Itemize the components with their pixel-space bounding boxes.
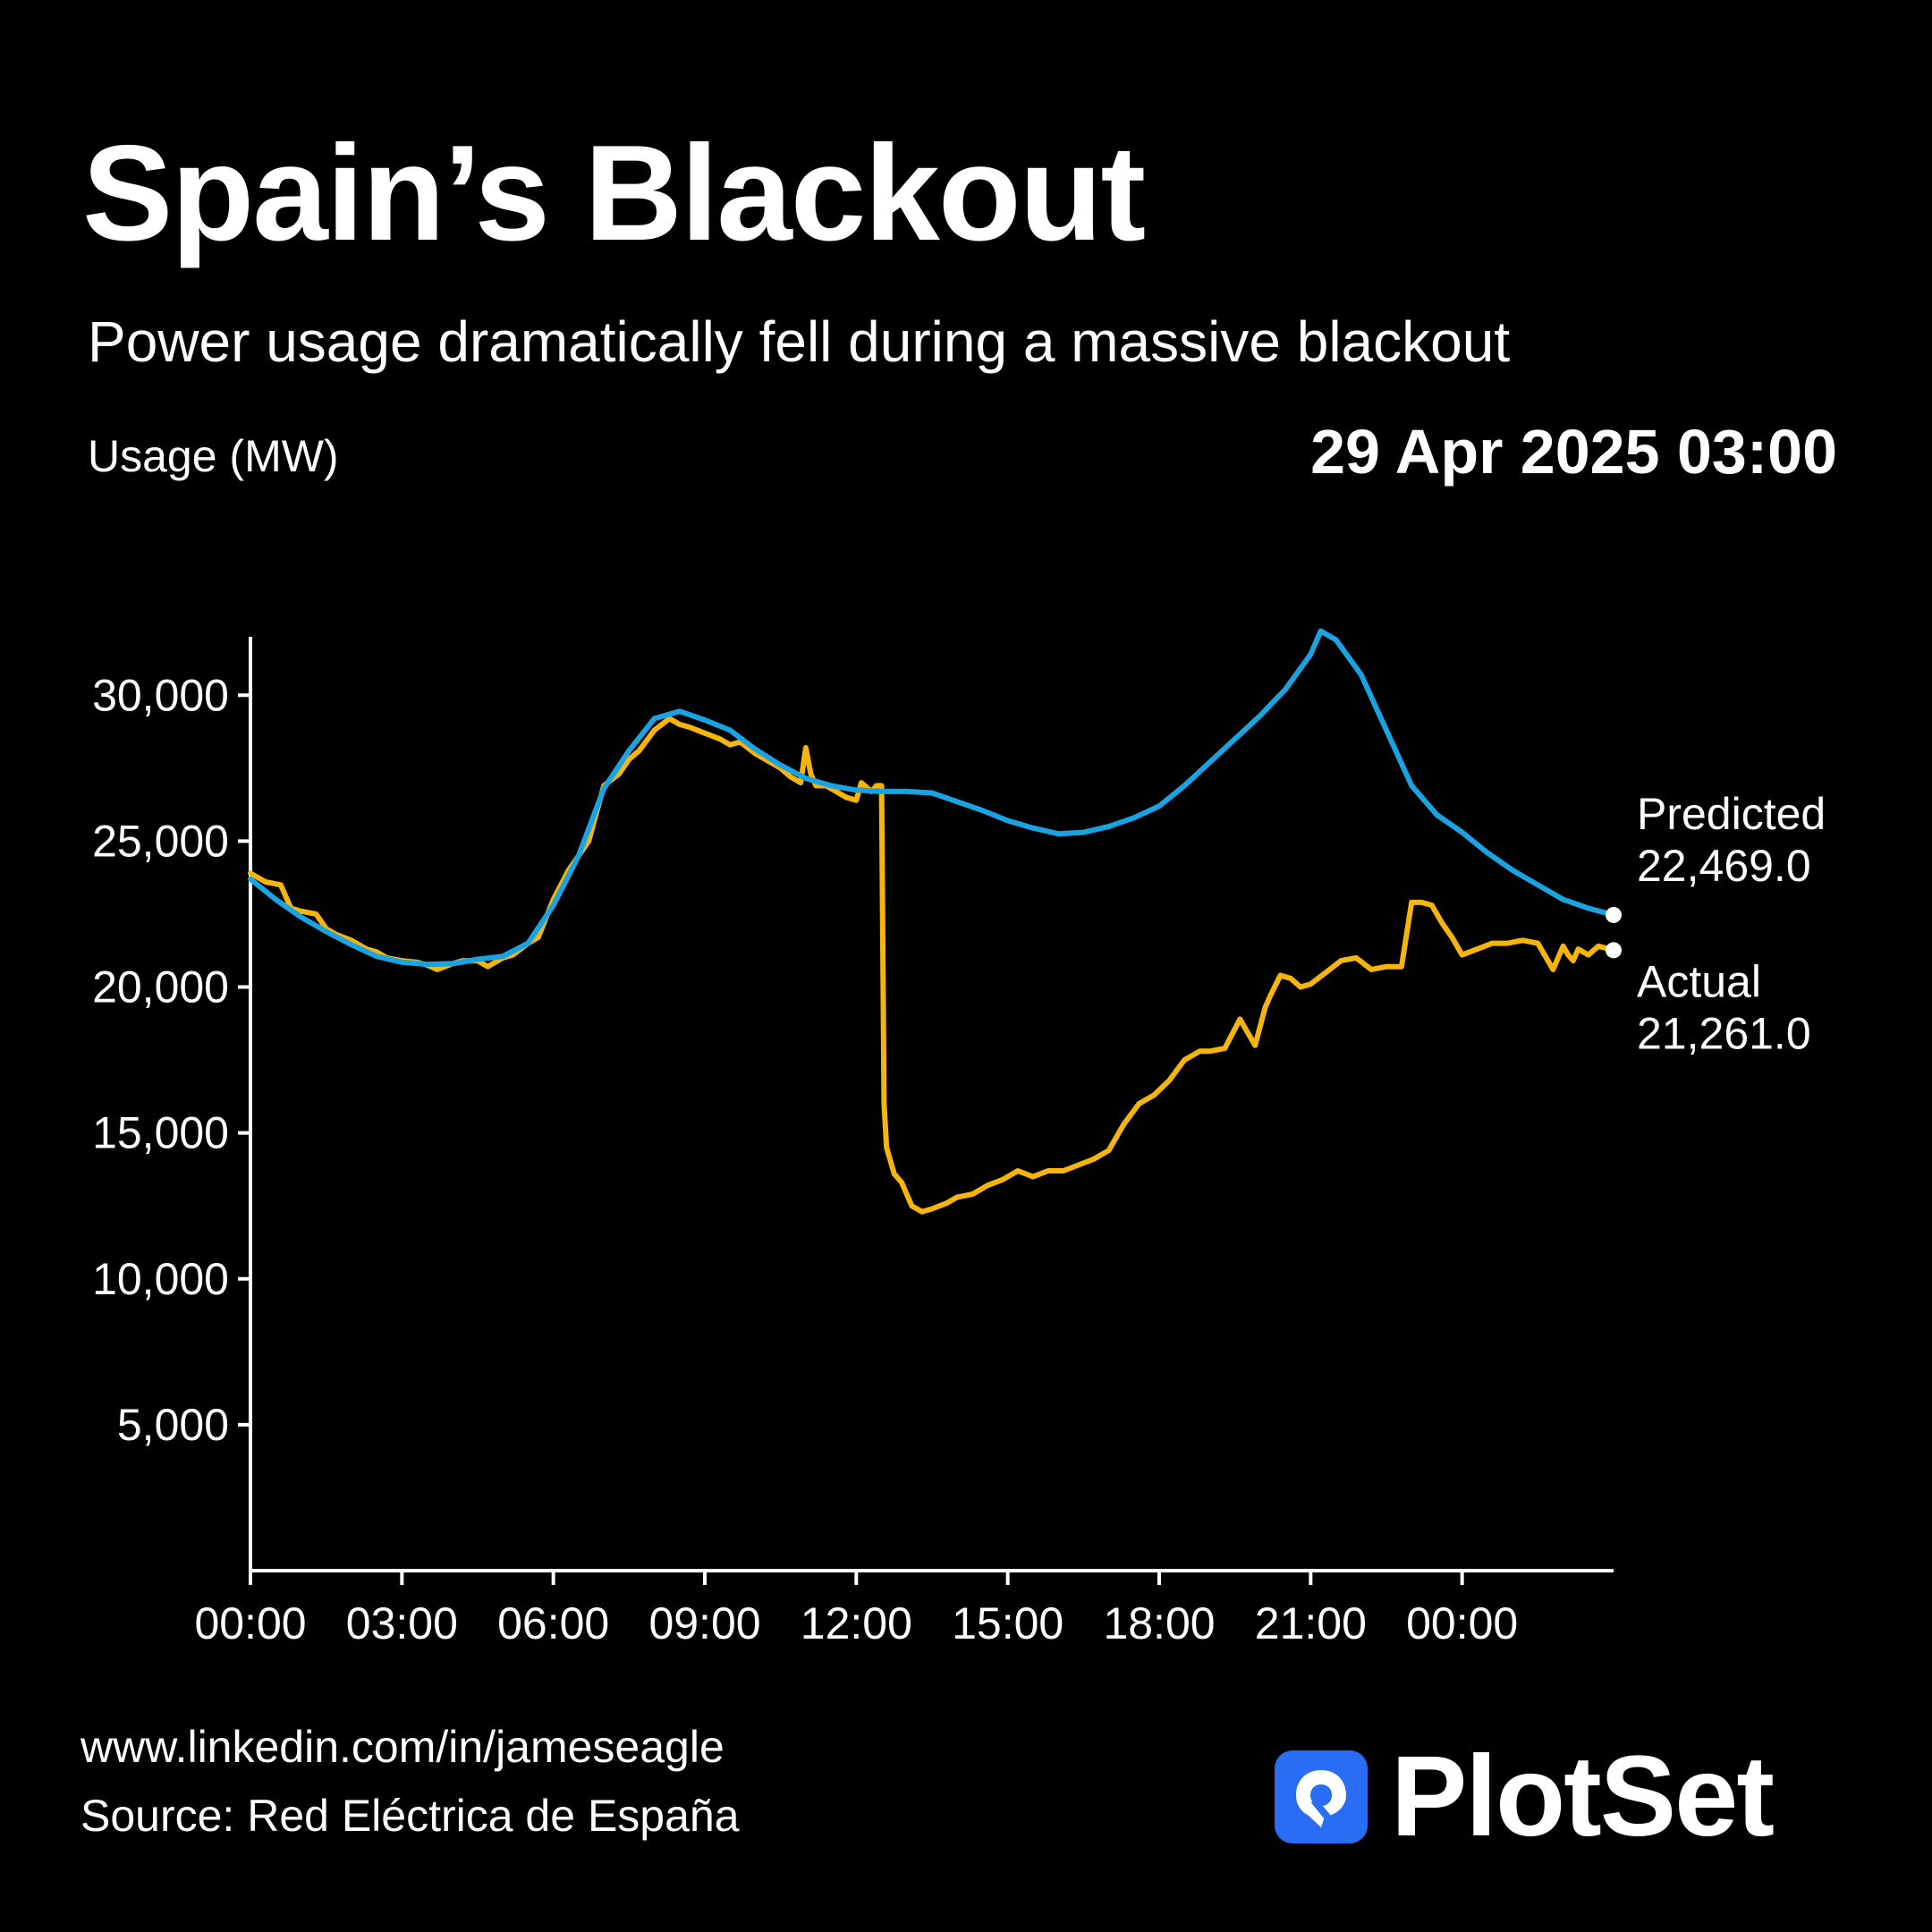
- series-line-predicted: [248, 628, 1616, 968]
- series-value-actual: 21,261.0: [1637, 1008, 1811, 1058]
- x-tick-label: 12:00: [801, 1598, 912, 1648]
- series-line-actual: [248, 716, 1616, 1215]
- chart-title: Spain’s Blackout: [82, 117, 1146, 269]
- end-point-predicted: [1606, 906, 1622, 923]
- x-tick-label: 18:00: [1103, 1598, 1215, 1648]
- x-tick-label: 21:00: [1255, 1598, 1367, 1648]
- x-tick-label: 06:00: [497, 1598, 609, 1648]
- end-point-actual: [1606, 942, 1622, 959]
- x-tick-label: 15:00: [952, 1598, 1063, 1648]
- x-axis-ticks: 00:00 03:00 06:00 09:00 12:00 15:00 18:00 21:00…: [194, 1571, 1518, 1648]
- brand-name: PlotSet: [1391, 1733, 1775, 1860]
- footer-url: www.linkedin.com/in/jameseagle: [80, 1722, 724, 1772]
- y-axis-ticks: 5,000 10,000 15,000 20,000 25,000 30,000: [92, 670, 250, 1450]
- y-tick-label: 25,000: [92, 816, 229, 866]
- plotset-logo-icon: [1275, 1750, 1368, 1843]
- brand-logo: PlotSet: [1275, 1733, 1775, 1860]
- series-name-actual: Actual: [1637, 956, 1761, 1006]
- series-layer: [248, 628, 1616, 1215]
- x-tick-label: 00:00: [194, 1598, 306, 1648]
- series-name-predicted: Predicted: [1637, 789, 1826, 839]
- y-tick-label: 5,000: [117, 1400, 229, 1450]
- y-axis-label: Usage (MW): [88, 431, 339, 481]
- y-tick-label: 20,000: [92, 962, 229, 1013]
- x-tick-label: 00:00: [1406, 1598, 1518, 1648]
- y-tick-label: 15,000: [92, 1108, 229, 1158]
- series-value-predicted: 22,469.0: [1637, 841, 1811, 891]
- y-tick-label: 10,000: [92, 1254, 229, 1304]
- chart-subtitle: Power usage dramatically fell during a m…: [88, 309, 1511, 374]
- timestamp-label: 29 Apr 2025 03:00: [1310, 417, 1837, 487]
- y-tick-label: 30,000: [92, 670, 229, 720]
- x-tick-label: 09:00: [648, 1598, 760, 1648]
- footer-source: Source: Red Eléctrica de España: [80, 1791, 740, 1841]
- x-tick-label: 03:00: [346, 1598, 458, 1648]
